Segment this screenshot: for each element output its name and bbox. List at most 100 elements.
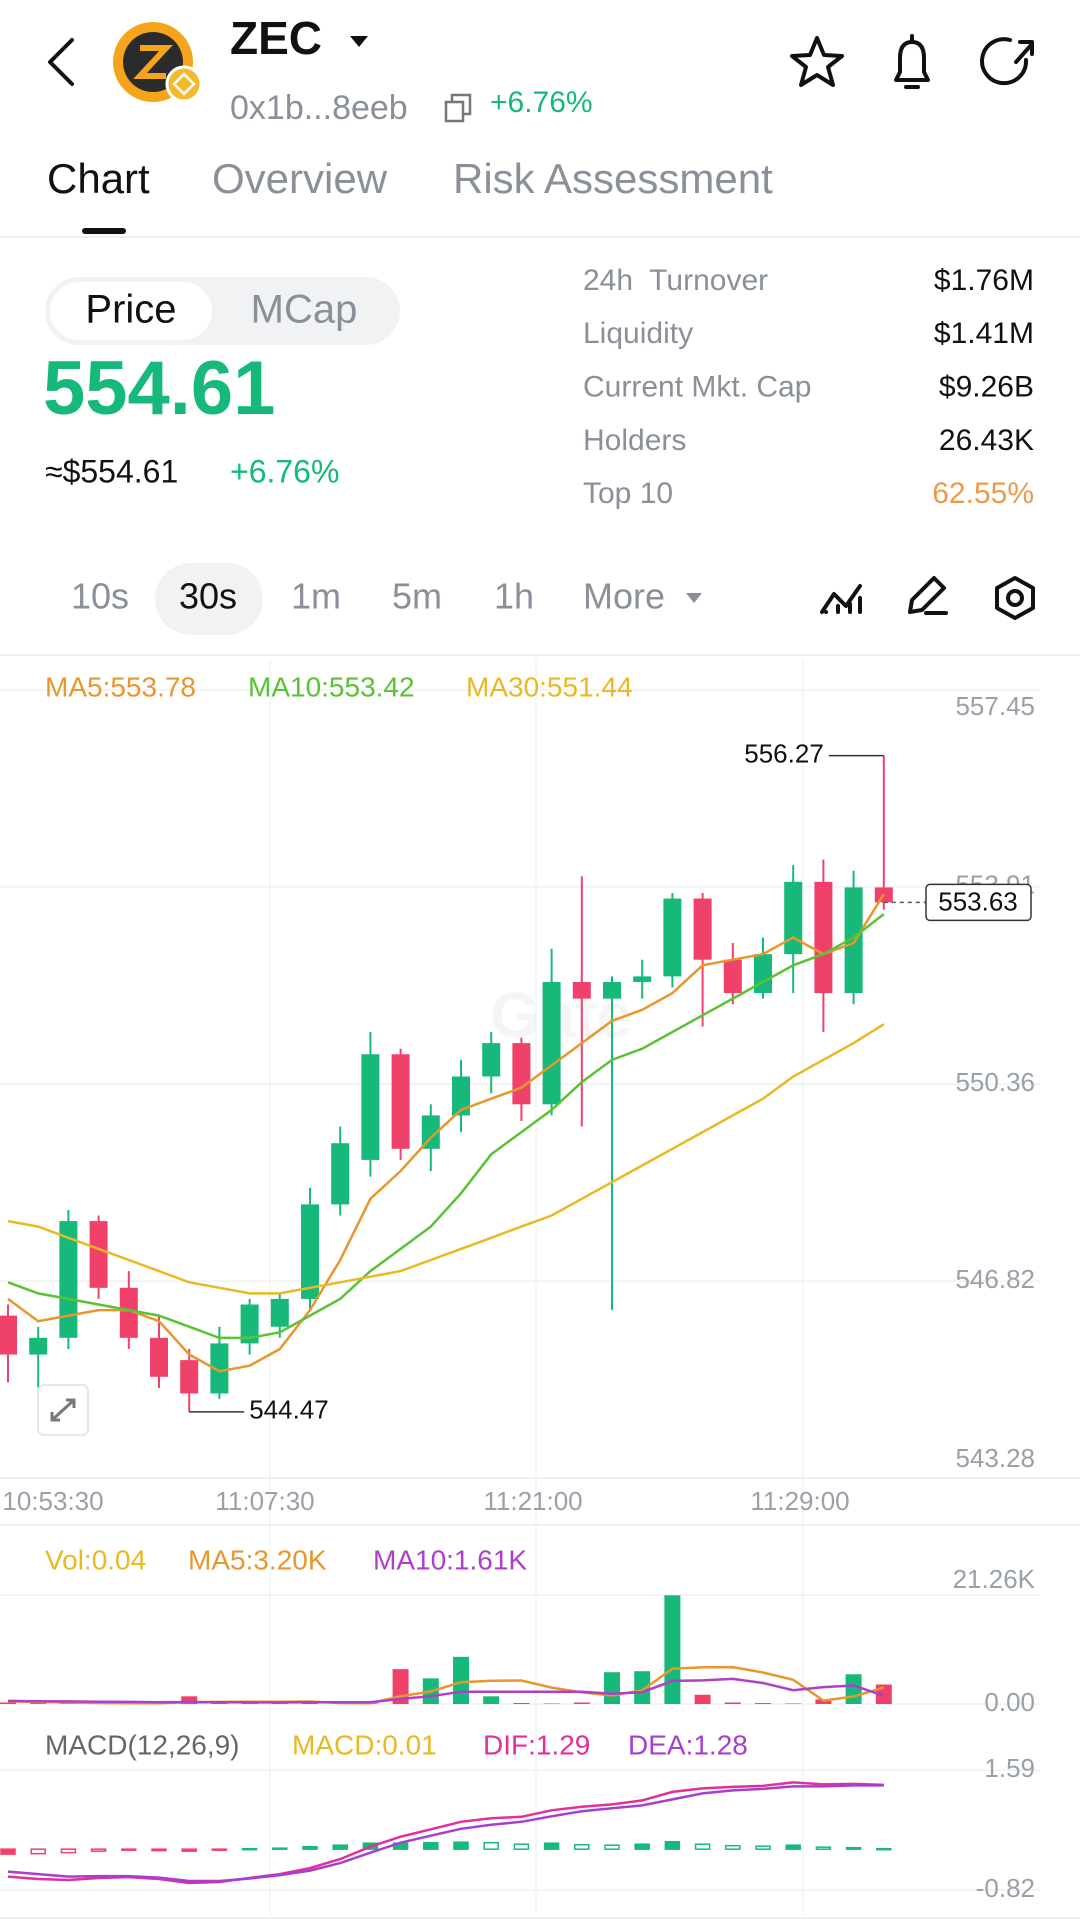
token-symbol[interactable]: ZEC: [230, 12, 322, 64]
macd-bar: [453, 1841, 469, 1850]
volume-title: Vol:0.04: [45, 1544, 146, 1575]
candle-body: [0, 1315, 17, 1355]
candle-body: [331, 1143, 350, 1205]
macd-bar: [513, 1843, 530, 1850]
line: [7, 1781, 884, 1885]
indicator-button[interactable]: [820, 584, 862, 614]
copy-button[interactable]: [444, 93, 472, 123]
stat-value: 62.55%: [932, 477, 1034, 510]
volume-bar: [664, 1595, 681, 1704]
volume-bar: [30, 1702, 47, 1704]
macd-bar: [302, 1845, 318, 1850]
share-button[interactable]: [980, 37, 1034, 86]
y-tick-label: 0.00: [984, 1687, 1035, 1717]
macd-bar: [755, 1845, 771, 1850]
candle-body: [723, 959, 742, 994]
tab-indicator: [82, 228, 126, 234]
line: [7, 893, 885, 1373]
interval[interactable]: 1h: [494, 576, 534, 617]
line: [7, 1784, 884, 1883]
settings-button[interactable]: [995, 576, 1035, 620]
volume-bar: [513, 1702, 530, 1704]
macd-bar: [634, 1843, 650, 1850]
macd-bar: [272, 1847, 288, 1850]
candle-body: [180, 1360, 199, 1394]
interval[interactable]: 10s: [71, 576, 129, 617]
candle-body: [482, 1043, 501, 1077]
current-price-tag: [925, 883, 1032, 922]
y-tick-label: 1.59: [984, 1753, 1035, 1783]
token-address: 0x1b...8eeb: [230, 89, 408, 127]
stat-value: $1.41M: [934, 317, 1034, 350]
y-tick-label: 550.36: [955, 1067, 1035, 1097]
interval-bar: 10s 30s 1m 5m 1h More: [71, 576, 665, 617]
interval[interactable]: 30s: [179, 576, 237, 617]
candle-body: [633, 976, 652, 982]
macd-bar: [725, 1844, 741, 1850]
candle-body: [119, 1287, 138, 1338]
macd-bar: [423, 1841, 439, 1850]
back-button[interactable]: [48, 38, 74, 86]
volume-bar: [271, 1703, 288, 1704]
candle-body: [754, 954, 772, 994]
low-label: 544.47: [249, 1395, 329, 1425]
toggle-price[interactable]: Price: [85, 288, 176, 332]
x-tick-label: 10:53:30: [2, 1486, 103, 1516]
macd-bar: [785, 1844, 801, 1850]
macd-bar: [90, 1848, 107, 1852]
y-tick-label: 21.26K: [953, 1564, 1036, 1594]
charts: 557.45553.91550.36546.82543.28MA5:553.78…: [0, 671, 1040, 1903]
macd-bar: [694, 1843, 711, 1850]
current-price: 553.63: [938, 886, 1018, 916]
candle-body: [814, 881, 833, 994]
tab-active[interactable]: Chart: [47, 155, 150, 202]
alert-button[interactable]: [894, 34, 930, 89]
header-change: +6.76%: [490, 86, 593, 119]
favorite-button[interactable]: [790, 36, 844, 87]
macd-bar: [574, 1843, 590, 1850]
legend-entry: MA5:3.20K: [188, 1544, 327, 1575]
volume-bar: [694, 1694, 711, 1704]
candle-body: [512, 1043, 531, 1105]
macd-bar: [241, 1847, 258, 1851]
y-tick-label: 546.82: [955, 1264, 1035, 1294]
interval[interactable]: 1m: [291, 576, 341, 617]
interval[interactable]: 5m: [392, 576, 442, 617]
draw-button[interactable]: [908, 576, 948, 615]
macd-bar: [845, 1846, 862, 1850]
candle-body: [572, 981, 591, 999]
candle-body: [240, 1304, 259, 1344]
macd-bar: [543, 1842, 560, 1850]
legend-entry: MA10:1.61K: [373, 1544, 527, 1575]
candle-body: [270, 1298, 289, 1327]
y-tick-label: 557.45: [955, 691, 1035, 721]
legend-entry: MA10:553.42: [248, 671, 415, 702]
symbol-dropdown[interactable]: [350, 36, 368, 47]
x-tick-label: 11:21:00: [483, 1486, 582, 1516]
candle-body: [784, 881, 803, 955]
price-change: +6.76%: [230, 453, 339, 489]
toggle-mcap[interactable]: MCap: [251, 288, 358, 332]
interval[interactable]: More: [583, 576, 665, 617]
tab[interactable]: Overview: [212, 155, 388, 202]
legend-entry: DIF:1.29: [483, 1729, 590, 1760]
volume-bar: [181, 1696, 198, 1704]
macd-value: MACD:0.01: [292, 1729, 437, 1760]
volume-bar: [0, 1702, 16, 1704]
expand-button[interactable]: [37, 1384, 89, 1436]
tab[interactable]: Risk Assessment: [453, 155, 773, 202]
line: [7, 1677, 885, 1704]
stat-value: $1.76M: [934, 264, 1034, 297]
line: [7, 1023, 885, 1295]
candle-body: [391, 1054, 410, 1149]
volume-bar: [573, 1702, 590, 1704]
candle-body: [29, 1337, 48, 1355]
line: [7, 913, 885, 1340]
candle-body: [452, 1076, 470, 1116]
stats: 24h Turnover $1.76M Liquidity $1.41M Current…: [583, 264, 1034, 510]
more-dropdown[interactable]: [686, 593, 702, 603]
candle-body: [693, 898, 712, 960]
candle-body: [210, 1343, 229, 1394]
x-tick-label: 11:29:00: [750, 1486, 849, 1516]
vertical-grid: [269, 660, 804, 1915]
